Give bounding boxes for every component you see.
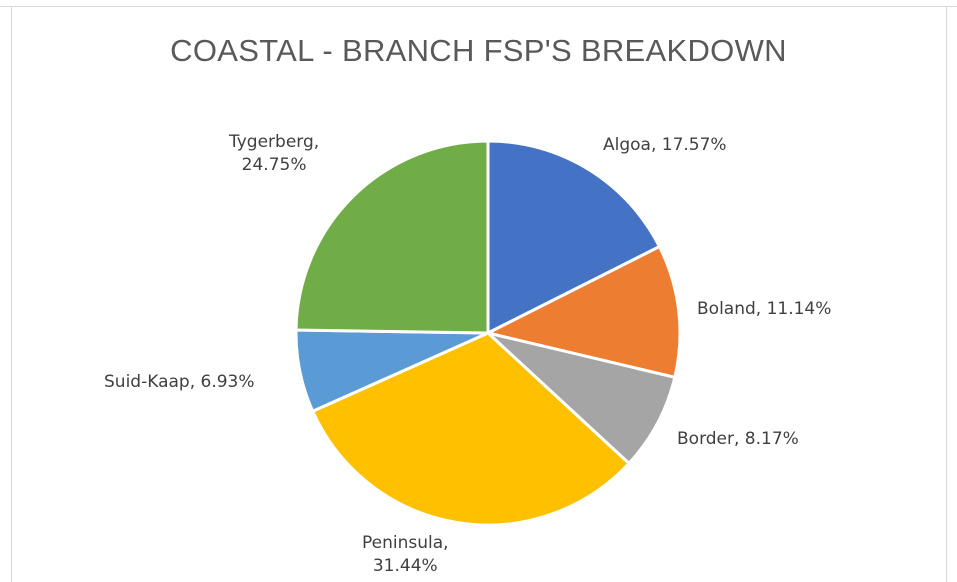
chart-title: COASTAL - BRANCH FSP'S BREAKDOWN	[170, 33, 787, 68]
chart-border-top	[0, 6, 957, 7]
pie-slice-border	[486, 331, 677, 465]
data-label-suid-kaap-text: Suid-Kaap, 6.93%	[104, 372, 255, 392]
data-label-peninsula: Peninsula, 31.44%	[362, 532, 449, 578]
data-label-suid-kaap: Suid-Kaap, 6.93%	[104, 371, 255, 394]
data-label-boland: Boland, 11.14%	[697, 298, 831, 321]
data-label-peninsula-name: Peninsula,	[362, 533, 449, 553]
data-label-peninsula-value: 31.44%	[372, 556, 438, 576]
pie-slice-algoa	[486, 139, 661, 335]
pie-slice-tygerberg	[294, 139, 490, 335]
chart-border-left	[11, 6, 12, 582]
data-label-algoa-text: Algoa, 17.57%	[603, 135, 727, 155]
pie-slice-boland	[486, 245, 682, 379]
pie-slice-peninsula	[311, 331, 631, 527]
data-label-boland-text: Boland, 11.14%	[697, 299, 832, 319]
data-label-algoa: Algoa, 17.57%	[603, 134, 727, 157]
data-label-tygerberg-value: 24.75%	[241, 155, 307, 175]
data-label-tygerberg: Tygerberg, 24.75%	[229, 131, 319, 177]
data-label-tygerberg-name: Tygerberg,	[229, 132, 320, 152]
data-label-border: Border, 8.17%	[677, 428, 799, 451]
chart-border-right	[946, 6, 947, 582]
pie-slices	[294, 139, 682, 527]
data-label-border-text: Border, 8.17%	[677, 429, 799, 449]
